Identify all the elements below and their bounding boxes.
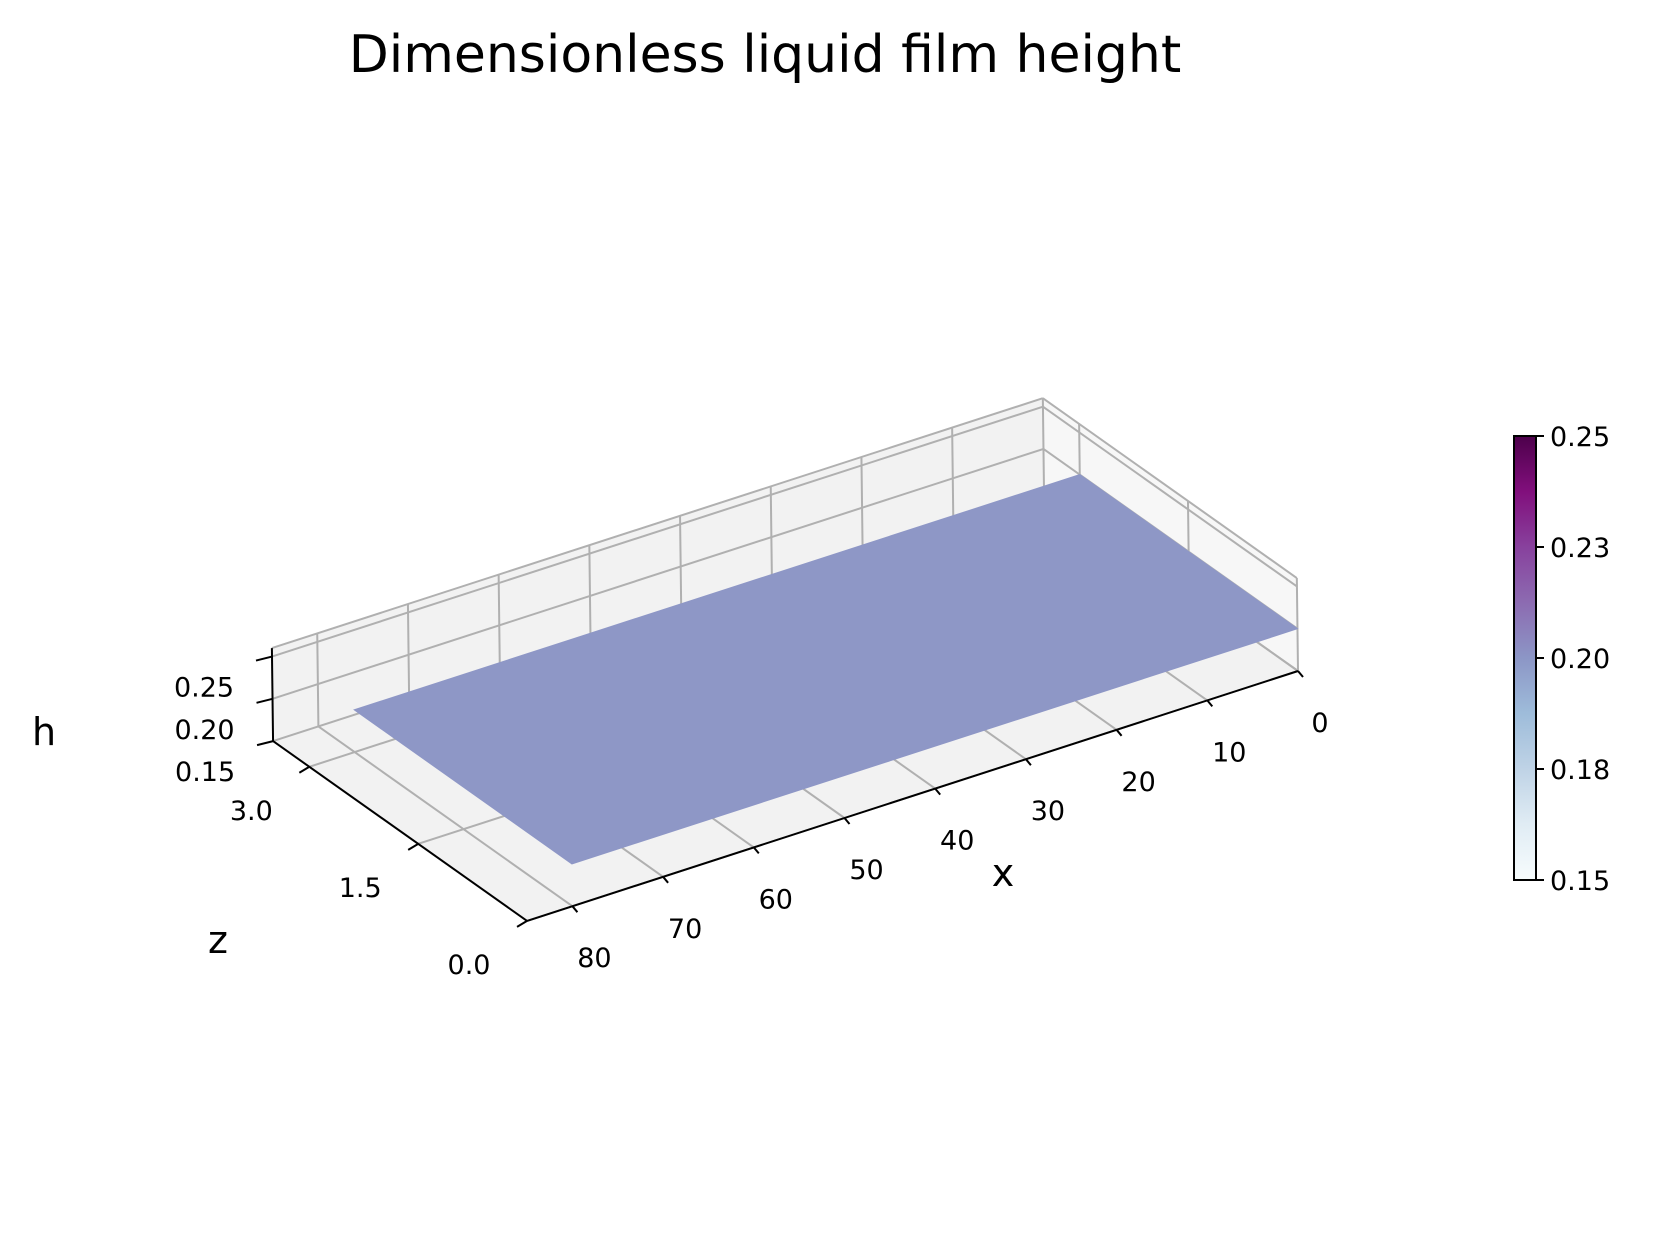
colorbar-tick-label: 0.20	[1550, 644, 1610, 675]
x-grid-back	[769, 486, 773, 580]
x-axis-label: x	[992, 851, 1015, 895]
x-grid-back	[860, 456, 864, 551]
z-tick-mark	[516, 920, 528, 928]
x-tick-label: 60	[759, 884, 793, 915]
colorbar-tick-label: 0.18	[1550, 755, 1610, 786]
h-grid-back	[272, 447, 1044, 700]
z-tick-label: 0.0	[448, 950, 491, 981]
h-tick-mark	[256, 697, 273, 704]
x-tick-mark	[753, 846, 760, 855]
x-tick-mark	[1025, 758, 1032, 766]
x-tick-label: 50	[849, 855, 883, 886]
x-tick-mark	[1297, 670, 1304, 678]
colorbar-tick-label: 0.15	[1550, 866, 1610, 897]
z-axis-line	[272, 740, 528, 922]
h-tick-label: 0.20	[174, 715, 234, 746]
axes-3d: 0 10 20 30 40 50 60 70 80 0.0 1.5 3.0 0.15 0.20 0.25	[174, 397, 1329, 981]
x-grid-back	[588, 545, 592, 639]
z-axis: 0.0 1.5 3.0	[230, 740, 528, 981]
z-tick-mark	[298, 765, 310, 774]
surface-patch	[353, 474, 1299, 865]
h-axis: 0.15 0.20 0.25	[174, 648, 275, 788]
h-axis-label: h	[32, 710, 56, 754]
x-tick-label: 30	[1031, 796, 1065, 827]
x-grid-back	[679, 515, 683, 609]
z-tick-mark	[407, 842, 419, 851]
h-tick-mark	[256, 740, 274, 747]
z-grid-side	[1295, 577, 1299, 672]
x-tick-label: 40	[940, 826, 974, 857]
z-tick-label: 3.0	[230, 796, 273, 827]
colorbar: 0.15 0.18 0.20 0.23 0.25	[1513, 422, 1610, 897]
x-tick-label: 10	[1212, 737, 1246, 768]
x-tick-label: 70	[668, 914, 702, 945]
x-grid-back	[497, 574, 501, 668]
h-grid-side	[1042, 405, 1298, 588]
h-tick-label: 0.15	[175, 757, 235, 788]
x-tick-label: 80	[577, 943, 611, 974]
x-tick-mark	[1115, 729, 1123, 737]
back-pane	[271, 398, 1044, 742]
x-tick-label: 20	[1121, 767, 1155, 798]
h-axis-line	[270, 648, 275, 742]
x-axis-line	[526, 670, 1299, 922]
z-tick-label: 1.5	[339, 873, 382, 904]
x-tick-mark	[662, 876, 669, 884]
x-axis: 0 10 20 30 40 50 60 70 80	[526, 670, 1329, 974]
h-tick-label: 0.25	[174, 673, 234, 704]
x-grid-back	[1041, 398, 1046, 492]
x-tick-mark	[571, 905, 579, 913]
pane-edge	[1042, 397, 1298, 579]
x-grid-floor	[317, 725, 573, 908]
pane-edge	[271, 397, 1044, 650]
colorbar-tick-label: 0.23	[1550, 533, 1610, 564]
x-tick-mark	[934, 787, 941, 796]
colorbar-tick-label: 0.25	[1550, 422, 1610, 453]
h-tick-mark	[255, 655, 273, 662]
x-tick-mark	[1206, 699, 1214, 708]
x-grid-back	[406, 603, 411, 698]
surface	[353, 474, 1299, 865]
x-tick-mark	[843, 817, 851, 825]
x-tick-label: 0	[1311, 708, 1328, 739]
colorbar-gradient	[1513, 435, 1537, 881]
z-axis-label: z	[208, 918, 228, 962]
x-grid-back	[951, 427, 955, 521]
h-grid-back	[271, 405, 1044, 658]
chart-title: Dimensionless liquid film height	[349, 25, 1182, 85]
x-grid-back	[316, 633, 320, 727]
